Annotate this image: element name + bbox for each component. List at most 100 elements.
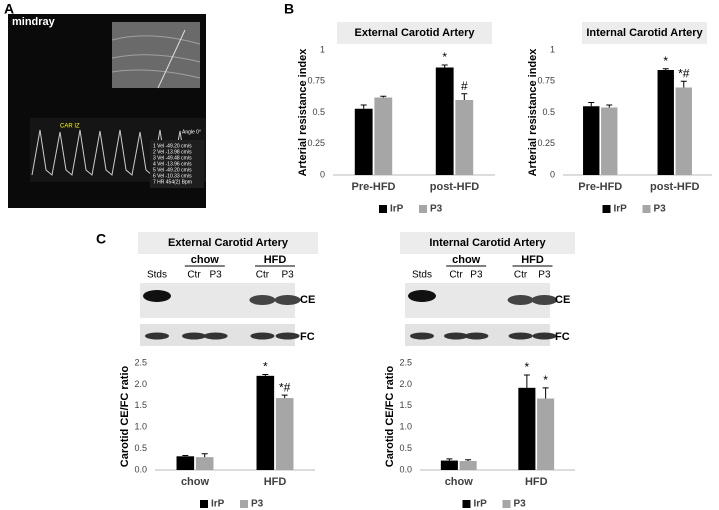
y-tick-label: 2.0 [134,379,147,389]
y-axis-label: Carotid CE/FC ratio [119,365,131,467]
bar [435,67,454,175]
measurement: 3 Vel -49.48 cm/s [153,155,192,161]
group-label: HFD [521,254,544,266]
legend-swatch [462,500,471,508]
y-axis-label: Arterial resistance index [527,48,539,177]
band [182,332,206,340]
lane-label: P3 [281,270,294,281]
chart-title: Internal Carotid Artery [586,27,703,39]
legend-label: P3 [251,499,264,510]
title-box [582,22,707,44]
y-tick-label: 0.5 [134,443,147,453]
bar [275,398,294,470]
chart-title: Internal Carotid Artery [429,237,546,249]
title-box [400,232,575,254]
significance-marker: # [461,79,468,93]
y-tick-label: 0.0 [134,464,147,474]
legend-swatch [240,500,248,508]
lane-label: P3 [538,270,551,281]
lane-label: Ctr [256,270,270,281]
trace-label: CAR IZ [60,124,80,130]
measurement: 1 Vel -49.20 cm/s [153,143,192,149]
legend-swatch [642,205,651,213]
measurement: 5 Vel -49.20 cm/s [153,167,192,173]
measurement: 2 Vel -13.98 cm/s [153,149,192,155]
band [507,295,534,305]
bar [455,100,474,175]
x-tick-label: chow [445,476,474,488]
lane-label: Stds [147,270,167,281]
y-axis-label: Arterial resistance index [297,48,309,177]
y-axis-label: Carotid CE/FC ratio [384,365,396,467]
bar [537,398,555,470]
y-tick-label: 1 [550,44,555,54]
y-tick-label: 0.5 [312,107,325,117]
lane-label: Ctr [449,270,463,281]
band [203,332,228,340]
band [408,290,436,302]
y-tick-label: 0.0 [399,464,412,474]
legend-label: IrP [614,204,628,215]
error-bar [201,453,208,458]
error-bar [281,394,288,399]
significance-marker: * [525,360,530,374]
bar [601,107,618,175]
bar [583,106,600,175]
group-label: HFD [264,254,287,266]
error-bar [461,93,468,100]
significance-marker: * [442,50,447,64]
x-tick-label: Pre-HFD [578,181,622,193]
error-bar [262,374,269,376]
legend-swatch [602,205,611,213]
y-tick-label: 1 [320,44,325,54]
bar [195,457,214,470]
band [464,332,489,340]
title-box [337,22,492,44]
y-tick-label: 0.5 [542,107,555,117]
y-tick-label: 0 [550,169,555,179]
chart-title: External Carotid Artery [168,237,289,249]
y-tick-label: 1.5 [399,400,412,410]
bar [256,375,275,470]
error-bar [680,80,687,88]
band [250,332,275,340]
y-tick-label: 0.25 [537,138,555,148]
chart-title: External Carotid Artery [354,27,475,39]
brand: mindray [12,16,56,28]
bar [354,108,373,175]
y-tick-label: 2.0 [399,379,412,389]
bar [657,70,674,175]
group-label: chow [191,254,220,266]
x-tick-label: chow [181,476,210,488]
bar [374,97,393,175]
bar [440,460,458,470]
panel-label: C [96,231,106,247]
bar [675,87,692,175]
legend-swatch [200,500,208,508]
legend-label: P3 [514,499,527,510]
band [531,295,558,305]
band [274,295,301,305]
angle: Angle 0° [182,129,201,135]
panel-label: A [4,1,14,17]
lane-label: Ctr [187,270,201,281]
x-tick-label: Pre-HFD [351,181,395,193]
band [143,290,171,302]
legend-label: IrP [390,204,404,215]
x-tick-label: HFD [264,476,287,488]
title-box [138,232,318,254]
legend-label: P3 [430,204,443,215]
group-label: chow [452,254,481,266]
ultrasound-image [8,14,206,208]
band-label: FC [300,331,315,343]
error-bar [380,95,387,98]
band [532,332,557,340]
error-bar [542,387,549,399]
band-label: CE [300,294,315,306]
y-tick-label: 2.5 [399,357,412,367]
band [508,332,533,340]
legend-swatch [379,205,387,213]
bar [518,387,536,470]
y-tick-label: 1.0 [399,422,412,432]
error-bar [588,102,595,107]
